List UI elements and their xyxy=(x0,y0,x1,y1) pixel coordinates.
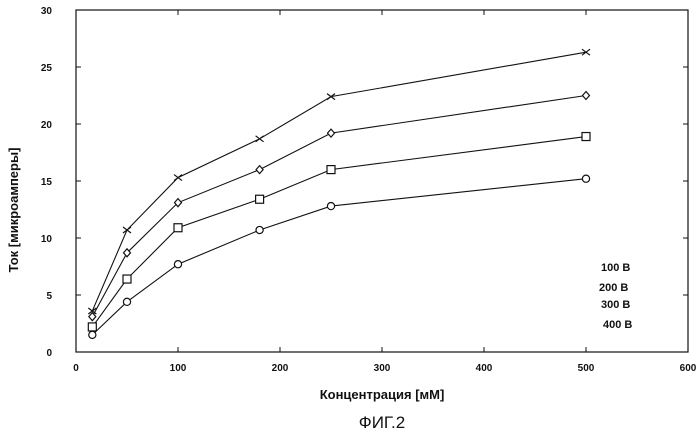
data-point-diamond xyxy=(328,129,335,137)
legend-entry: 100 B xyxy=(601,262,630,274)
x-axis-title: Концентрация [мМ] xyxy=(320,387,445,402)
figure-caption: ФИГ.2 xyxy=(359,413,405,432)
plot-area-border xyxy=(76,10,688,352)
y-tick-label: 30 xyxy=(41,6,53,17)
data-point-square xyxy=(327,166,335,174)
data-point-x xyxy=(256,136,264,142)
series-line xyxy=(92,137,586,327)
legend-entry: 300 B xyxy=(601,299,630,311)
series-line xyxy=(92,96,586,317)
data-point-x xyxy=(123,227,131,233)
data-point-square xyxy=(123,275,131,283)
y-tick-label: 5 xyxy=(46,291,52,302)
x-tick-label: 200 xyxy=(272,363,289,374)
x-tick-label: 0 xyxy=(73,363,79,374)
data-point-square xyxy=(582,133,590,141)
data-point-circle xyxy=(89,331,96,338)
y-tick-label: 15 xyxy=(41,177,53,188)
data-point-circle xyxy=(327,202,334,209)
series-2 xyxy=(88,133,590,331)
data-point-diamond xyxy=(583,92,590,100)
data-point-diamond xyxy=(89,313,96,321)
data-point-circle xyxy=(256,226,263,233)
x-tick-label: 500 xyxy=(578,363,595,374)
legend-entry: 400 B xyxy=(603,319,632,331)
series-1 xyxy=(89,175,590,338)
data-point-circle xyxy=(582,175,589,182)
data-point-circle xyxy=(123,298,130,305)
data-point-x xyxy=(174,175,182,181)
data-point-square xyxy=(88,323,96,331)
y-tick-label: 10 xyxy=(41,234,53,245)
x-tick-label: 300 xyxy=(374,363,391,374)
x-tick-label: 600 xyxy=(680,363,697,374)
series-3 xyxy=(89,92,590,321)
y-axis-title: Ток [микроамперы] xyxy=(6,148,21,273)
x-tick-label: 100 xyxy=(170,363,187,374)
data-point-square xyxy=(256,195,264,203)
y-tick-label: 25 xyxy=(41,63,53,74)
data-point-square xyxy=(174,224,182,232)
data-point-diamond xyxy=(256,166,263,174)
data-point-circle xyxy=(174,261,181,268)
x-tick-label: 400 xyxy=(476,363,493,374)
legend-entry: 200 B xyxy=(599,282,628,294)
y-tick-label: 20 xyxy=(41,120,53,131)
y-tick-label: 0 xyxy=(46,348,52,359)
series-line xyxy=(92,179,586,335)
